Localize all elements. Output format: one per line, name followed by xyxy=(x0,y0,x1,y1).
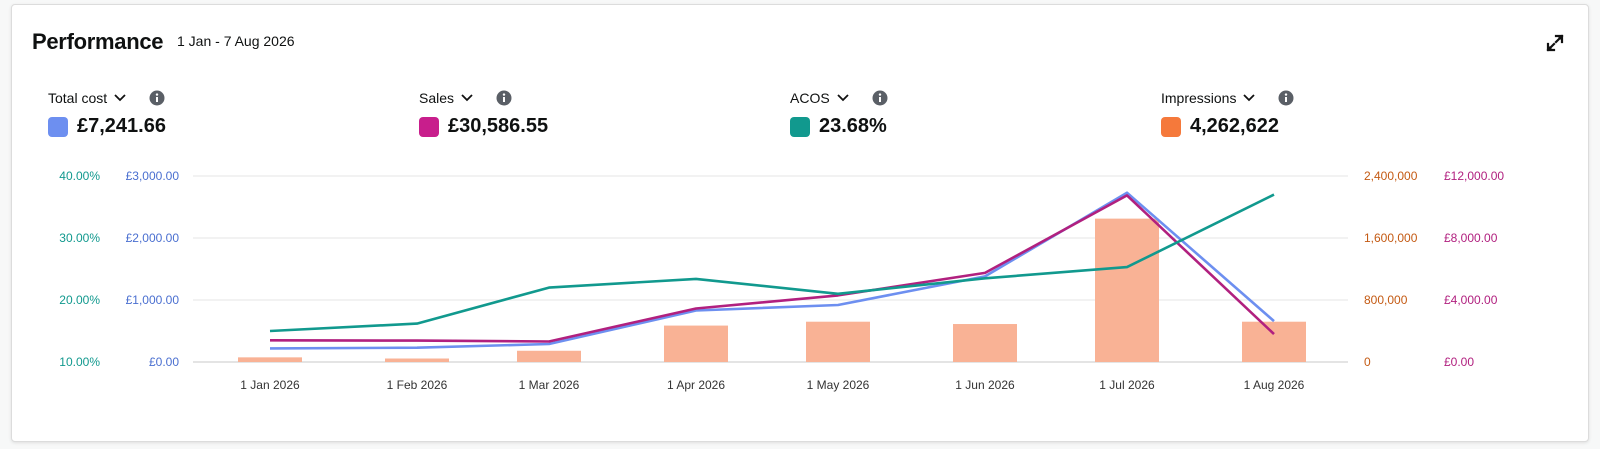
info-icon[interactable] xyxy=(1278,90,1294,106)
metric-label: Total cost xyxy=(48,90,108,106)
metric-impressions: Impressions 4,262,622 xyxy=(1161,88,1294,138)
chevron-down-icon[interactable] xyxy=(460,93,474,103)
chevron-down-icon[interactable] xyxy=(1242,93,1256,103)
metric-acos: ACOS 23.68% xyxy=(790,88,888,138)
expand-icon[interactable] xyxy=(1544,32,1566,54)
metric-value: £7,241.66 xyxy=(77,115,166,137)
chevron-down-icon[interactable] xyxy=(113,93,127,103)
metric-sales: Sales £30,586.55 xyxy=(419,88,548,138)
metric-value: £30,586.55 xyxy=(448,115,549,137)
series-toggle-swatch[interactable] xyxy=(48,116,68,137)
performance-card: Performance 1 Jan - 7 Aug 2026 Total cos… xyxy=(11,4,1589,442)
chevron-down-icon[interactable] xyxy=(836,93,850,103)
metric-total-cost: Total cost £7,241.66 xyxy=(48,88,166,138)
metric-value: 4,262,622 xyxy=(1190,115,1279,137)
info-icon[interactable] xyxy=(496,90,512,106)
series-toggle-swatch[interactable] xyxy=(1161,116,1181,137)
series-toggle-swatch[interactable] xyxy=(790,116,810,137)
metric-label: Impressions xyxy=(1161,90,1237,106)
metric-label: Sales xyxy=(419,90,455,106)
page-title: Performance xyxy=(32,29,164,54)
metric-label: ACOS xyxy=(790,90,830,106)
info-icon[interactable] xyxy=(149,90,165,106)
date-range: 1 Jan - 7 Aug 2026 xyxy=(177,33,295,49)
info-icon[interactable] xyxy=(872,90,888,106)
metric-value: 23.68% xyxy=(819,115,887,137)
series-toggle-swatch[interactable] xyxy=(419,116,439,137)
